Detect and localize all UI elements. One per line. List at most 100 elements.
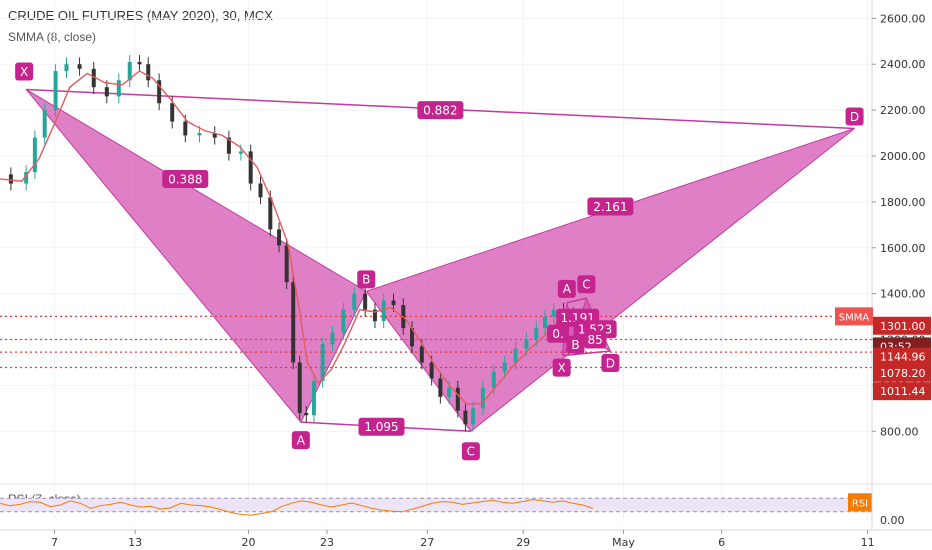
x-tick-label: 6 [718,536,725,549]
candle-body [268,197,273,230]
pattern-1-ac-line[interactable] [566,297,587,304]
y-tick-label: 2400.00 [880,58,926,71]
candle-body [391,300,396,306]
pattern-1-ratio-label[interactable]: 0. [547,324,570,343]
pattern-0-point-d-bg [845,107,864,126]
candle-body [157,80,162,104]
pattern-0-ratio-label-text: 0.882 [423,103,457,117]
pattern-1-point-b-bg [566,335,585,354]
pattern-0-ratio-label[interactable]: 0.882 [417,101,464,120]
candle-body [146,64,151,81]
pattern-1-ratio-label[interactable]: 85 [584,330,607,349]
candle-body [104,87,109,97]
pattern-1-xd-line[interactable] [562,350,611,357]
pattern-1-point-x-bg [552,358,571,377]
candle-body [463,410,468,425]
candle-body [429,362,434,379]
candle-body [277,229,282,246]
candle-body [381,300,386,322]
candle-body [320,344,325,381]
candle-body [77,64,82,69]
pattern-0-point-b-bg [357,270,376,289]
candle-body [24,172,29,184]
candle-body [291,282,296,363]
pattern-0-xab-triangle[interactable] [25,89,367,424]
pattern-0-ratio-label[interactable]: 0.388 [162,169,209,188]
candle-body [197,133,202,136]
pattern-0-point-a[interactable]: A [291,431,310,450]
price-tag-bg [873,316,931,335]
pattern-0-ratio-label[interactable]: 2.161 [587,197,634,216]
pattern-1-ratio-label-bg [547,324,570,343]
price-tag-bg [873,363,931,382]
pattern-0-point-d[interactable]: D [845,107,864,126]
price-tag-bg [873,347,931,366]
candle-body [238,151,243,154]
pattern-0-point-b[interactable]: B [357,270,376,289]
candle-body [447,387,452,397]
candle-body [116,80,121,97]
pattern-0-point-c[interactable]: C [461,442,480,461]
pattern-0-point-b-text: B [362,273,370,287]
y-tick-label: 1600.00 [880,242,926,255]
pattern-1-point-d[interactable]: D [601,354,620,372]
pattern-1-point-x-text: X [558,361,566,375]
candle-body [311,380,316,416]
candle-body [64,64,69,72]
pattern-0-ratio-label-text: 2.161 [593,200,627,214]
x-tick-label: 11 [861,536,875,549]
pattern-1-point-b-text: B [571,338,579,352]
candle-body [410,328,415,347]
indicator-label[interactable]: SMMA (8, close) [8,30,97,44]
pattern-0-ratio-label-bg [162,169,209,188]
x-tick-label: May [612,536,635,549]
pattern-1-point-a[interactable]: A [557,279,576,298]
candle-body [502,362,507,372]
pattern-1-point-c-text: C [582,278,590,292]
pattern-0-ratio-label[interactable]: 1.095 [358,417,405,436]
y-tick-label: 1800.00 [880,196,926,209]
rsi-value-tag-bg [848,493,872,512]
pattern-1-point-a-text: A [563,282,572,296]
candle-body [480,387,485,409]
pattern-0-ratio-label-text: 0.388 [168,172,202,186]
pattern-0-point-x[interactable]: X [15,62,34,81]
y-tick-label: 2600.00 [880,12,926,25]
pattern-0-point-d-text: D [850,110,859,124]
smma-tag-text: SMMA [839,312,870,323]
smma-tag-bg [835,307,873,326]
candle-body [341,309,346,333]
x-tick-label: 7 [51,536,58,549]
pattern-1-point-b[interactable]: B [566,335,585,354]
candle-body [32,137,37,173]
candle-body [513,348,518,363]
pattern-0-point-a-bg [291,431,310,450]
pattern-labels[interactable]: XABCD0.8820.3881.0952.161XABCD1.1911.523… [15,62,864,461]
chart-title: CRUDE OIL FUTURES (MAY 2020), 30, MCX [8,8,273,23]
pattern-1-point-c[interactable]: C [577,275,596,294]
rsi-line [0,499,594,516]
price-tag-text: 1301.00 [880,320,926,333]
candle-body [419,346,424,363]
candle-body [551,309,556,317]
pattern-1-ratio-label-text: 85 [587,333,602,347]
candle-body [258,183,263,198]
candle-body [543,316,547,329]
x-tick-label: 23 [320,536,334,549]
pattern-1-point-x[interactable]: X [552,358,571,377]
smma-line [0,70,589,405]
pattern-1-point-d-bg [601,354,620,372]
candle-body [8,174,13,184]
x-tick-label: 20 [242,536,256,549]
pattern-0-point-c-bg [461,442,480,461]
candle-body [297,362,302,413]
pattern-1-ratio-label-text: 0. [552,327,563,341]
y-tick-label: 2000.00 [880,150,926,163]
candle-body [524,339,529,349]
rsi-value-tag-text: RSI [852,498,868,509]
pattern-0-ratio-label-bg [417,101,464,120]
rsi-band [0,498,872,512]
pattern-0-ratio-label-bg [358,417,405,436]
y-tick-label: 800.00 [880,425,919,438]
